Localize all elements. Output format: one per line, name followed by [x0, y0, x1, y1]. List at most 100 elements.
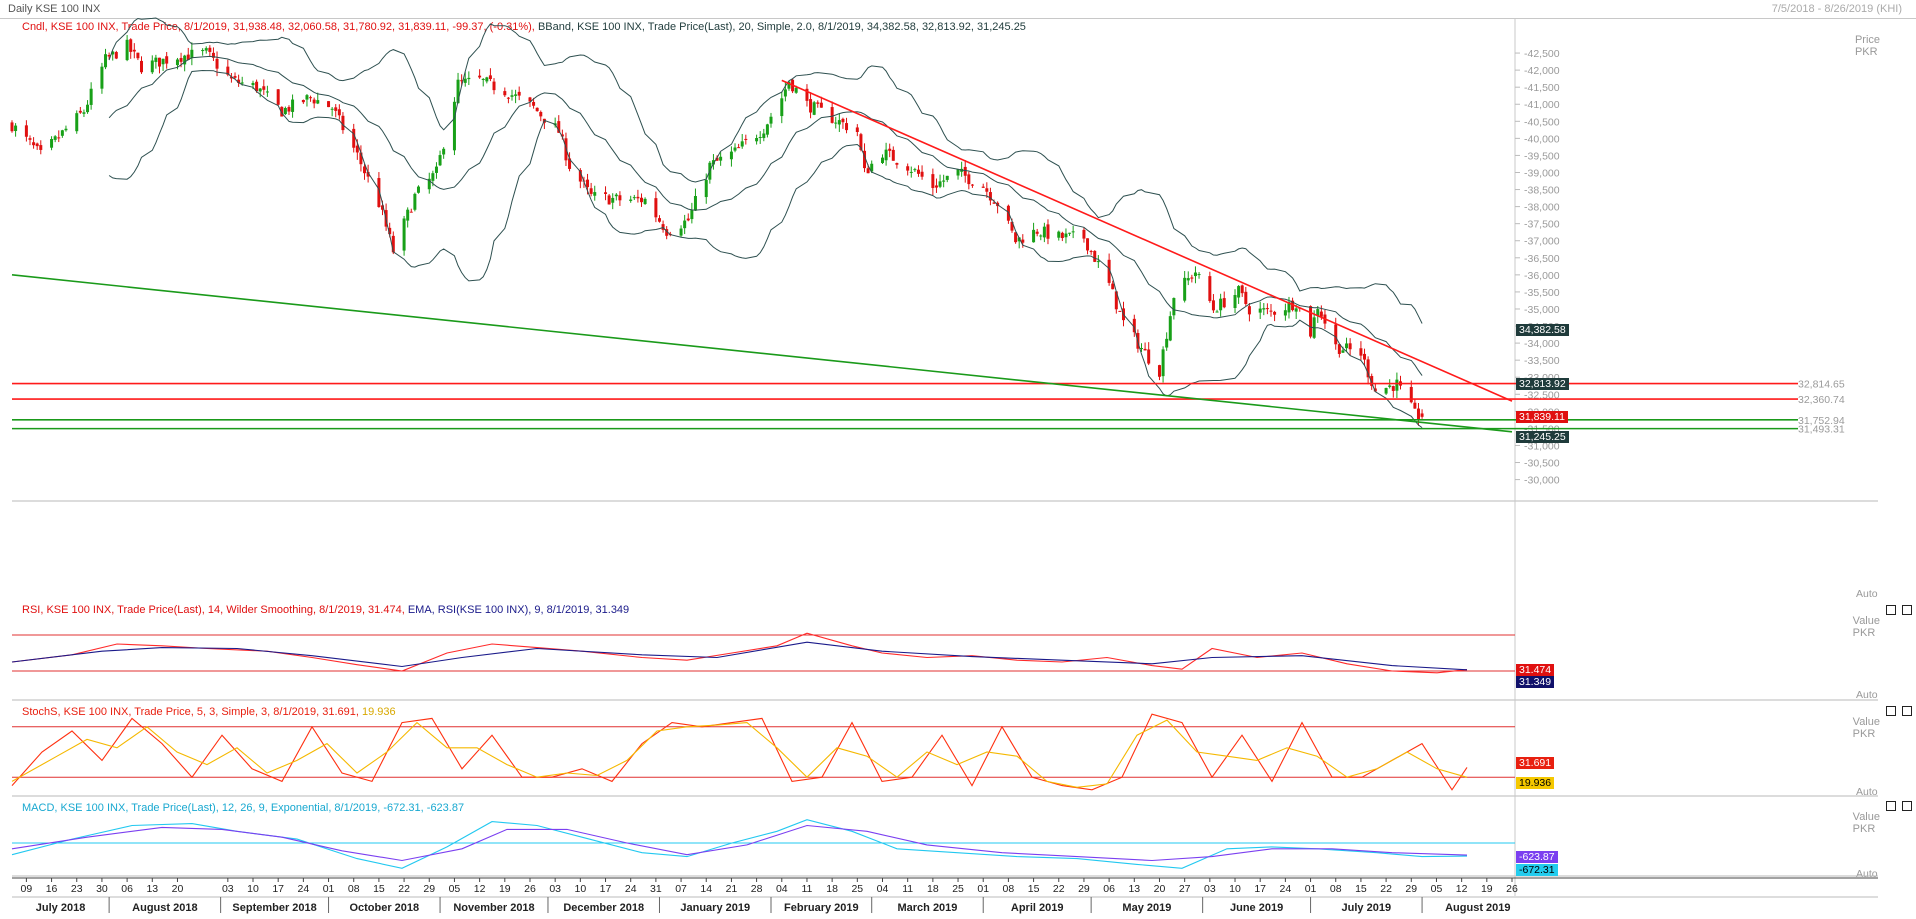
- price-tick-label: -35,000: [1524, 304, 1560, 316]
- candle-caption: Cndl, KSE 100 INX, Trade Price, 8/1/2019…: [22, 21, 535, 33]
- rsi-caption: RSI, KSE 100 INX, Trade Price(Last), 14,…: [22, 604, 629, 616]
- x-tick-label: 03: [222, 883, 234, 895]
- rsi-caption-a: RSI, KSE 100 INX, Trade Price(Last), 14,…: [22, 604, 405, 616]
- macd-close-icon[interactable]: [1902, 801, 1912, 811]
- candle-body: [1391, 386, 1395, 391]
- candle-body: [740, 141, 744, 147]
- macd-value-tag: -672.31: [1516, 864, 1558, 877]
- price-tick-label: -30,500: [1524, 458, 1560, 470]
- candle-body: [136, 52, 140, 59]
- candle-body: [881, 157, 885, 164]
- candle-body: [1039, 235, 1043, 237]
- x-tick-label: 17: [1254, 883, 1266, 895]
- candle-body: [201, 50, 205, 52]
- x-tick-label: 29: [1078, 883, 1090, 895]
- candle-body: [719, 156, 723, 161]
- x-tick-label: 29: [1405, 883, 1417, 895]
- candle-body: [1010, 221, 1014, 231]
- candle-body: [1021, 239, 1025, 243]
- candle-body: [586, 179, 590, 188]
- candle-body: [758, 136, 762, 138]
- price-tick-label: -36,000: [1524, 270, 1560, 282]
- candle-body: [1111, 283, 1115, 290]
- x-tick-label: 05: [449, 883, 461, 895]
- candle-body: [258, 88, 262, 92]
- rsi-auto-button[interactable]: Auto: [1856, 689, 1878, 701]
- candle-body: [1089, 251, 1093, 253]
- candle-body: [1107, 259, 1111, 283]
- main-auto-button[interactable]: Auto: [1856, 588, 1878, 600]
- candle-body: [1165, 338, 1169, 348]
- candle-body: [104, 54, 108, 68]
- candle-body: [812, 102, 816, 115]
- candle-body: [1384, 387, 1388, 394]
- month-label: December 2018: [563, 902, 644, 914]
- candle-body: [906, 166, 910, 171]
- candle-body: [467, 77, 471, 80]
- candle-body: [456, 79, 460, 104]
- stoch-close-icon[interactable]: [1902, 706, 1912, 716]
- x-tick-label: 17: [600, 883, 612, 895]
- candle-body: [330, 108, 334, 110]
- candle-body: [1258, 308, 1262, 313]
- price-tick-label: -33,500: [1524, 355, 1560, 367]
- price-tick-label: -38,500: [1524, 185, 1560, 197]
- candle-body: [744, 138, 748, 140]
- candle-body: [402, 218, 406, 251]
- candle-body: [391, 235, 395, 253]
- rsi-maximize-icon[interactable]: [1886, 605, 1896, 615]
- candle-body: [1147, 349, 1151, 364]
- candle-body: [945, 175, 949, 180]
- macd-auto-button[interactable]: Auto: [1856, 868, 1878, 880]
- candle-body: [683, 220, 687, 229]
- macd-maximize-icon[interactable]: [1886, 801, 1896, 811]
- candle-body: [805, 88, 809, 101]
- candle-body: [794, 87, 798, 93]
- candle-body: [165, 56, 169, 64]
- stoch-maximize-icon[interactable]: [1886, 706, 1896, 716]
- candle-body: [967, 174, 971, 185]
- candle-body: [1157, 365, 1161, 377]
- candle-body: [1042, 226, 1046, 238]
- stoch-axis-head-1: Value: [1852, 716, 1880, 728]
- resistance-line-1-label: 32,814.65: [1798, 379, 1845, 391]
- x-tick-label: 15: [1028, 883, 1040, 895]
- candle-body: [787, 81, 791, 89]
- month-label: July 2018: [36, 902, 86, 914]
- candle-body: [704, 179, 708, 198]
- candle-body: [985, 188, 989, 192]
- candle-body: [132, 49, 136, 52]
- candle-body: [100, 66, 104, 89]
- candle-body: [1093, 250, 1097, 262]
- candle-body: [988, 192, 992, 201]
- bband-middle-line: [108, 55, 1423, 376]
- x-tick-label: 08: [1330, 883, 1342, 895]
- bband-lower-line: [108, 69, 1423, 429]
- candle-body: [517, 91, 521, 96]
- candle-body: [1240, 285, 1244, 294]
- x-tick-label: 22: [1053, 883, 1065, 895]
- x-tick-label: 19: [1481, 883, 1493, 895]
- candle-body: [355, 145, 359, 153]
- candle-body: [920, 171, 924, 177]
- x-tick-label: 01: [323, 883, 335, 895]
- stoch-auto-button[interactable]: Auto: [1856, 786, 1878, 798]
- candle-body: [481, 78, 485, 80]
- candle-body: [1046, 224, 1050, 239]
- candle-body: [463, 78, 467, 83]
- candle-body: [1168, 316, 1172, 341]
- candle-body: [39, 145, 43, 150]
- date-range: 7/5/2018 - 8/26/2019 (KHI): [1771, 3, 1902, 15]
- month-label: January 2019: [680, 902, 750, 914]
- main-axis-head: Price PKR: [1855, 34, 1880, 58]
- candle-body: [942, 180, 946, 182]
- price-tick-label: -30,000: [1524, 475, 1560, 487]
- candle-body: [931, 174, 935, 188]
- candle-body: [629, 199, 633, 201]
- stoch-k-line: [11, 713, 1468, 791]
- rsi-close-icon[interactable]: [1902, 605, 1912, 615]
- price-tick-label: -40,000: [1524, 133, 1560, 145]
- downtrend-line: [781, 79, 1513, 402]
